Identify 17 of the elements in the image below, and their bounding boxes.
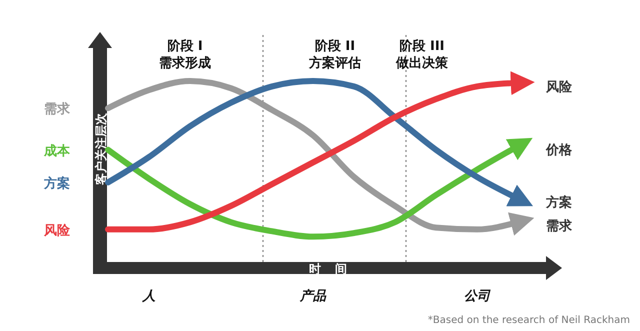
text: 阶段 III 做出决策 bbox=[395, 39, 449, 71]
text: 需求 bbox=[546, 218, 573, 234]
text: 价格 bbox=[545, 143, 573, 158]
x-tick-label: 人 bbox=[142, 289, 156, 304]
text: 方案 bbox=[545, 194, 572, 211]
y-axis-title: 客户关注层次 bbox=[94, 112, 108, 186]
x-axis-title: 时间 bbox=[309, 262, 361, 276]
text: 风险 bbox=[545, 80, 573, 95]
text: 阶段 I 需求形成 bbox=[159, 39, 211, 71]
text: 成本 bbox=[43, 144, 71, 159]
text: 方案 bbox=[43, 175, 70, 192]
x-tick-label: 产品 bbox=[299, 288, 327, 304]
text: 需求 bbox=[44, 101, 71, 118]
text: *Based on the research of Neil Rackham bbox=[428, 315, 630, 326]
text: 风险 bbox=[43, 223, 71, 238]
text: 阶段 II 方案评估 bbox=[308, 39, 361, 71]
x-tick-label: 公司 bbox=[464, 289, 491, 304]
